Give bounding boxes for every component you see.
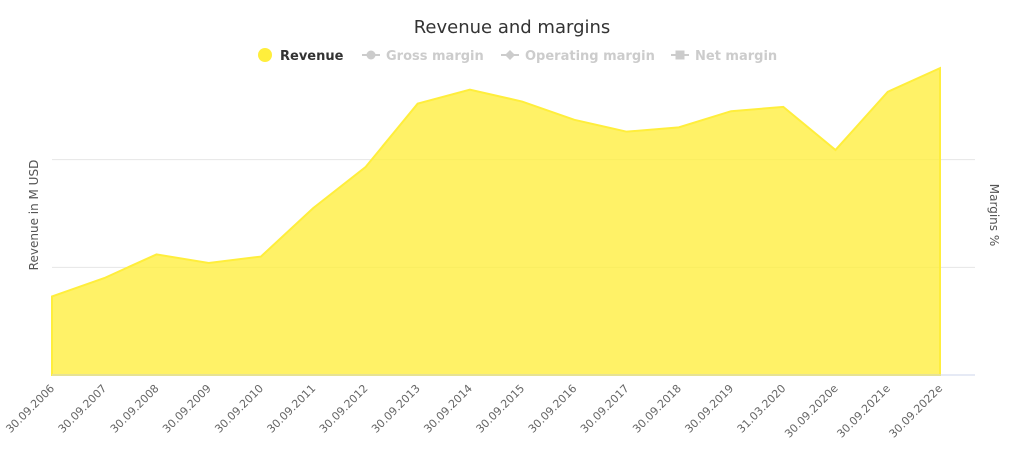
legend-item-revenue[interactable]: Revenue: [258, 48, 344, 64]
legend-marker-icon: [258, 48, 272, 62]
x-tick-label: 30.09.2006: [3, 382, 57, 436]
x-axis-ticks: 30.09.200630.09.200730.09.200830.09.2009…: [3, 382, 945, 441]
y-axis-right-title: Margins %: [987, 184, 1001, 246]
legend-label: Operating margin: [525, 49, 655, 64]
x-tick-label: 30.09.2008: [108, 382, 162, 436]
x-tick-label: 30.09.2017: [578, 382, 632, 436]
x-tick-label: 30.09.2015: [474, 382, 528, 436]
legend-label: Revenue: [280, 49, 344, 64]
y-axis-left-title: Revenue in M USD: [27, 160, 41, 271]
legend-item-gross-margin[interactable]: Gross margin: [362, 49, 484, 64]
legend-marker-icon: [505, 50, 515, 60]
legend-label: Net margin: [695, 49, 777, 64]
x-tick-label: 30.09.2020e: [782, 382, 841, 441]
legend-marker-icon: [675, 50, 685, 60]
x-tick-label: 30.09.2021e: [834, 382, 893, 441]
legend-item-operating-margin[interactable]: Operating margin: [501, 49, 655, 64]
x-tick-label: 31.03.2020: [735, 382, 789, 436]
x-tick-label: 30.09.2014: [421, 382, 475, 436]
x-tick-label: 30.09.2007: [56, 382, 110, 436]
x-tick-label: 30.09.2012: [317, 382, 371, 436]
x-tick-label: 30.09.2022e: [887, 382, 946, 441]
x-tick-label: 30.09.2010: [212, 382, 266, 436]
legend-item-net-margin[interactable]: Net margin: [671, 49, 777, 64]
x-tick-label: 30.09.2009: [160, 382, 214, 436]
legend-marker-icon: [366, 50, 376, 60]
revenue-area: [51, 66, 941, 376]
x-tick-label: 30.09.2018: [630, 382, 684, 436]
x-tick-label: 30.09.2019: [682, 382, 736, 436]
x-tick-label: 30.09.2016: [526, 382, 580, 436]
x-tick-label: 30.09.2011: [265, 382, 319, 436]
legend-label: Gross margin: [386, 49, 484, 64]
chart-title: Revenue and margins: [414, 17, 611, 38]
legend: Revenue Gross margin Operating margin Net m…: [258, 48, 777, 64]
x-tick-label: 30.09.2013: [369, 382, 423, 436]
